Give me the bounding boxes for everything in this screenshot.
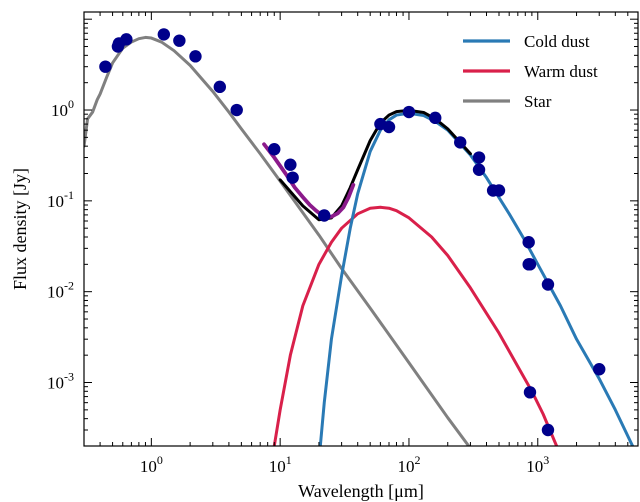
y-axis-title: Flux density [Jy]	[10, 168, 30, 290]
data-point	[492, 184, 506, 197]
data-point	[593, 363, 606, 376]
legend-label-cold-dust: Cold dust	[524, 32, 590, 51]
points-layer	[99, 28, 606, 437]
data-point	[318, 209, 331, 222]
x-tick-label: 102	[398, 453, 421, 476]
ticks-layer	[83, 12, 639, 447]
legend-label-warm-dust: Warm dust	[524, 62, 598, 81]
data-point	[120, 33, 133, 46]
tick-labels-layer: 100 101 102 103 10-3 10-2 10-1 100	[47, 97, 549, 476]
data-point	[541, 423, 555, 437]
data-point	[472, 151, 486, 164]
data-point	[230, 103, 243, 117]
legend: Cold dust Warm dust Star	[463, 32, 598, 111]
data-point	[268, 143, 281, 156]
data-point	[213, 80, 227, 94]
y-tick-label: 10-1	[47, 188, 74, 211]
data-point	[189, 50, 202, 63]
data-point	[522, 236, 535, 249]
data-point	[99, 60, 112, 73]
legend-label-star: Star	[524, 92, 552, 111]
plot-frame	[83, 11, 639, 447]
data-point	[402, 105, 416, 119]
data-point	[472, 163, 486, 176]
data-point	[454, 136, 467, 149]
y-tick-label: 100	[51, 97, 74, 120]
series-line-warm-dust	[272, 205, 559, 446]
series-layer	[84, 35, 635, 446]
data-point	[382, 120, 396, 134]
data-point	[157, 28, 171, 41]
data-point	[284, 158, 297, 171]
x-axis-title: Wavelength [μm]	[298, 481, 424, 501]
data-point	[523, 386, 537, 399]
series-line-star	[84, 35, 471, 446]
data-point	[429, 111, 442, 125]
data-point	[173, 34, 186, 47]
y-tick-label: 10-2	[47, 279, 74, 302]
x-tick-label: 100	[140, 453, 163, 476]
y-tick-label: 10-3	[47, 370, 74, 393]
data-point	[541, 278, 555, 291]
data-point	[523, 258, 537, 271]
data-point	[286, 171, 299, 184]
x-tick-label: 101	[269, 453, 292, 476]
x-tick-label: 103	[526, 453, 549, 476]
